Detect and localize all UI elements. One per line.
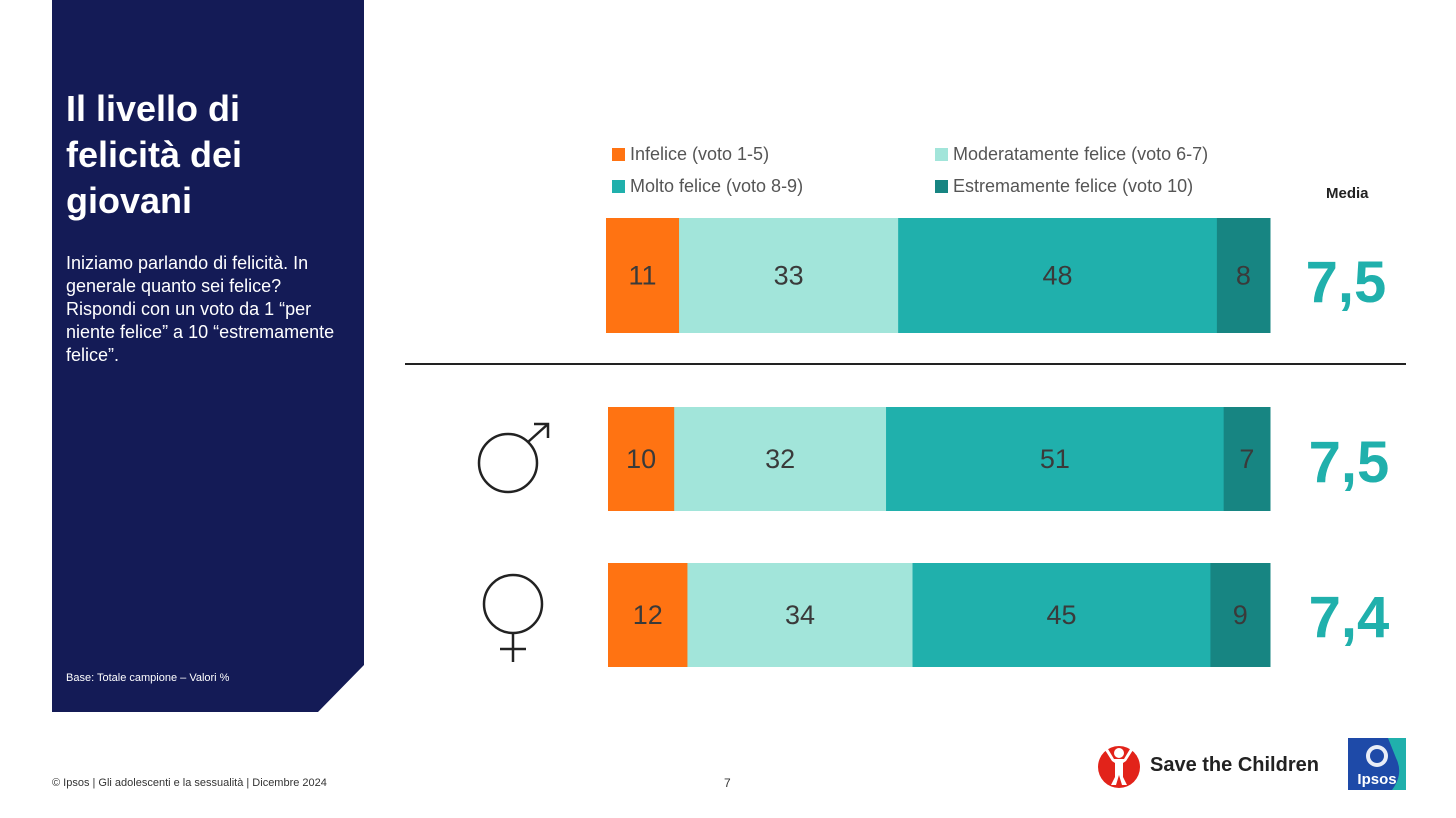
legend-swatch bbox=[612, 180, 625, 193]
legend-item-molto: Molto felice (voto 8-9) bbox=[612, 176, 803, 197]
save-the-children-icon bbox=[1098, 746, 1140, 788]
male-symbol-icon bbox=[477, 422, 550, 494]
media-value: 7,4 bbox=[1309, 585, 1390, 650]
data-label: 10 bbox=[626, 444, 656, 474]
bar-segment-estremamente bbox=[1223, 407, 1271, 511]
data-label: 9 bbox=[1233, 600, 1248, 630]
bar-segment-moderatamente bbox=[687, 563, 914, 667]
media-value: 7,5 bbox=[1306, 250, 1387, 315]
legend-label: Infelice (voto 1-5) bbox=[630, 144, 770, 164]
data-label: 51 bbox=[1040, 444, 1070, 474]
bar-segment-moderatamente bbox=[679, 218, 899, 333]
media-label: Media bbox=[1326, 185, 1369, 202]
legend-item-estremamente: Estremamente felice (voto 10) bbox=[935, 176, 1193, 197]
bar-segment-estremamente bbox=[1216, 218, 1271, 333]
side-panel: Il livello di felicità dei giovani Inizi… bbox=[52, 0, 364, 712]
legend-label: Estremamente felice (voto 10) bbox=[953, 176, 1194, 196]
ipsos-logo-text: Ipsos bbox=[1357, 771, 1396, 788]
data-label: 8 bbox=[1236, 261, 1251, 291]
legend-swatch bbox=[612, 148, 625, 161]
data-label: 45 bbox=[1046, 600, 1076, 630]
legend-swatch bbox=[935, 148, 948, 161]
female-symbol-icon bbox=[482, 573, 544, 662]
save-the-children-logo: Save the Children bbox=[1096, 740, 1326, 790]
legend-label: Moderatamente felice (voto 6-7) bbox=[953, 144, 1209, 164]
divider bbox=[405, 363, 1406, 365]
bar-segment-molto bbox=[912, 563, 1211, 667]
data-label: 48 bbox=[1042, 261, 1072, 291]
bar-segment-infelice bbox=[608, 563, 688, 667]
page-title: Il livello di felicità dei giovani bbox=[66, 88, 243, 221]
media-value: 7,5 bbox=[1309, 430, 1390, 495]
bar-segment-infelice bbox=[608, 407, 675, 511]
bar-segment-moderatamente bbox=[674, 407, 887, 511]
bar-segment-molto bbox=[886, 407, 1225, 511]
data-label: 11 bbox=[629, 261, 657, 291]
chart-legend: Infelice (voto 1-5) Moderatamente felice… bbox=[612, 144, 1272, 204]
legend-label: Molto felice (voto 8-9) bbox=[630, 176, 804, 196]
legend-item-infelice: Infelice (voto 1-5) bbox=[612, 144, 769, 165]
bar-segment-infelice bbox=[606, 218, 680, 333]
bar-segment-molto bbox=[898, 218, 1218, 333]
data-label: 7 bbox=[1239, 444, 1254, 474]
data-label: 32 bbox=[765, 444, 795, 474]
footer-copyright: © Ipsos | Gli adolescenti e la sessualit… bbox=[52, 777, 327, 789]
legend-item-moderatamente: Moderatamente felice (voto 6-7) bbox=[935, 144, 1208, 165]
data-label: 12 bbox=[633, 600, 663, 630]
data-label: 34 bbox=[785, 600, 815, 630]
question-text: Iniziamo parlando di felicità. In genera… bbox=[66, 253, 335, 365]
save-the-children-label: Save the Children bbox=[1150, 753, 1319, 776]
data-label: 33 bbox=[774, 261, 804, 291]
bar-segment-estremamente bbox=[1210, 563, 1271, 667]
base-note: Base: Totale campione – Valori % bbox=[66, 672, 230, 684]
ipsos-logo: Ipsos bbox=[1348, 738, 1406, 790]
legend-swatch bbox=[935, 180, 948, 193]
page-number: 7 bbox=[724, 776, 731, 790]
